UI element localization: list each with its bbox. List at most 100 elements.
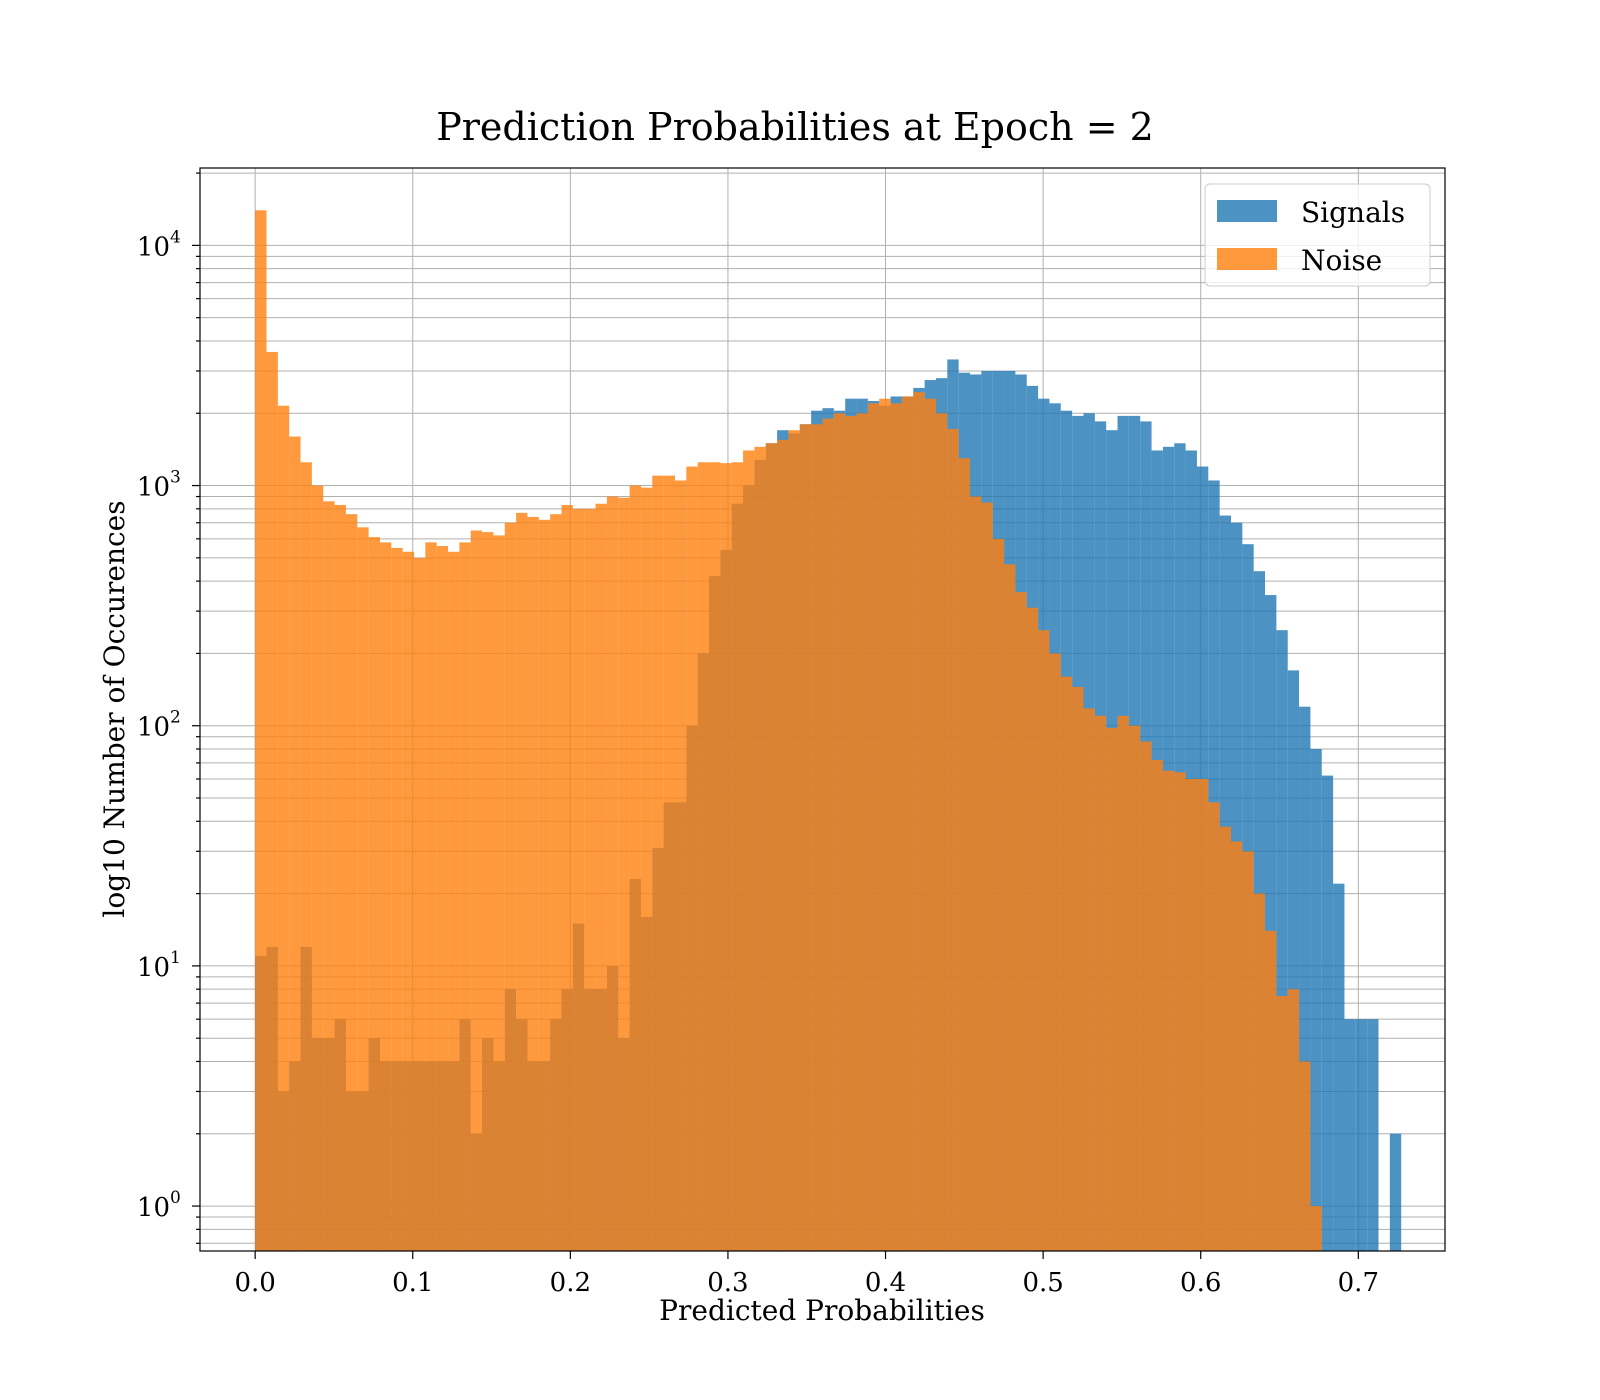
bar-noise-90 bbox=[1276, 995, 1288, 1251]
bar-noise-1 bbox=[266, 351, 278, 1252]
bar-noise-2 bbox=[277, 405, 290, 1251]
y-tick-exponent-1: 1 bbox=[170, 948, 181, 968]
bar-noise-71 bbox=[1060, 676, 1073, 1251]
bar-noise-28 bbox=[572, 508, 585, 1251]
bar-noise-29 bbox=[584, 508, 596, 1251]
bar-noise-66 bbox=[1004, 564, 1016, 1251]
bar-noise-88 bbox=[1253, 893, 1266, 1251]
bar-noise-92 bbox=[1299, 1061, 1311, 1251]
bar-noise-19 bbox=[470, 530, 483, 1251]
legend-label-signals: Signals bbox=[1301, 196, 1405, 229]
y-tick-label-4: 10 bbox=[137, 232, 170, 262]
bar-noise-65 bbox=[992, 538, 1005, 1251]
bar-signals-98 bbox=[1367, 1019, 1379, 1251]
bar-noise-38 bbox=[686, 466, 698, 1252]
bar-signals-100 bbox=[1389, 1133, 1402, 1251]
x-tick-label-2: 0.2 bbox=[550, 1268, 591, 1298]
bar-noise-48 bbox=[799, 424, 812, 1251]
bar-noise-61 bbox=[947, 428, 959, 1251]
bar-noise-74 bbox=[1094, 715, 1107, 1251]
x-tick-label-6: 0.6 bbox=[1180, 1268, 1221, 1298]
bar-noise-26 bbox=[550, 514, 562, 1251]
bar-noise-14 bbox=[414, 557, 426, 1251]
bar-noise-78 bbox=[1140, 741, 1152, 1251]
bar-noise-33 bbox=[629, 485, 641, 1252]
y-tick-label-2: 10 bbox=[137, 713, 170, 743]
bar-noise-59 bbox=[924, 398, 936, 1251]
bar-noise-81 bbox=[1174, 772, 1186, 1251]
bar-noise-72 bbox=[1072, 686, 1084, 1251]
bar-noise-39 bbox=[697, 462, 710, 1251]
bar-signals-92 bbox=[1299, 706, 1311, 1251]
bar-signals-93 bbox=[1310, 749, 1322, 1251]
bar-signals-97 bbox=[1355, 1019, 1368, 1251]
bar-noise-49 bbox=[811, 424, 823, 1251]
bar-noise-51 bbox=[833, 413, 846, 1251]
bar-noise-53 bbox=[856, 413, 868, 1251]
bar-noise-11 bbox=[379, 542, 392, 1251]
histogram-bars bbox=[255, 210, 1402, 1252]
bar-noise-34 bbox=[640, 487, 653, 1251]
bar-noise-67 bbox=[1015, 592, 1027, 1251]
bar-noise-25 bbox=[538, 519, 551, 1251]
bar-noise-76 bbox=[1117, 715, 1129, 1251]
bar-noise-32 bbox=[618, 497, 630, 1251]
bar-noise-35 bbox=[652, 475, 664, 1252]
bar-noise-0 bbox=[255, 210, 267, 1251]
x-tick-label-7: 0.7 bbox=[1338, 1268, 1379, 1298]
bar-noise-84 bbox=[1208, 802, 1220, 1251]
y-tick-exponent-2: 2 bbox=[170, 708, 181, 728]
bar-signals-96 bbox=[1344, 1019, 1356, 1251]
bar-noise-54 bbox=[867, 403, 880, 1251]
bar-noise-58 bbox=[913, 392, 925, 1251]
bar-signals-90 bbox=[1276, 630, 1288, 1251]
x-tick-label-1: 0.1 bbox=[392, 1268, 433, 1298]
x-tick-label-3: 0.3 bbox=[707, 1268, 748, 1298]
x-tick-label-5: 0.5 bbox=[1022, 1268, 1063, 1298]
plot-frame bbox=[199, 167, 1446, 1252]
bar-noise-63 bbox=[970, 496, 982, 1251]
bar-noise-13 bbox=[402, 551, 415, 1251]
bar-noise-89 bbox=[1265, 930, 1277, 1251]
bar-noise-55 bbox=[879, 398, 891, 1251]
y-tick-label-0: 10 bbox=[137, 1193, 170, 1223]
bar-noise-18 bbox=[459, 542, 471, 1251]
legend-swatch-signals bbox=[1217, 200, 1277, 222]
bar-noise-40 bbox=[709, 462, 721, 1251]
bar-noise-5 bbox=[311, 485, 324, 1252]
bar-noise-70 bbox=[1049, 653, 1061, 1251]
bar-noise-22 bbox=[504, 522, 517, 1251]
y-tick-label-1: 10 bbox=[137, 953, 170, 983]
bar-noise-85 bbox=[1219, 826, 1231, 1251]
bar-noise-47 bbox=[788, 430, 800, 1252]
bar-noise-79 bbox=[1151, 759, 1163, 1251]
bar-noise-69 bbox=[1038, 630, 1050, 1251]
bar-noise-10 bbox=[368, 537, 380, 1251]
bar-noise-3 bbox=[289, 436, 301, 1251]
y-tick-label-3: 10 bbox=[137, 473, 170, 503]
y-tick-exponent-3: 3 bbox=[170, 468, 181, 488]
bar-noise-27 bbox=[561, 504, 573, 1251]
bar-noise-45 bbox=[765, 443, 778, 1251]
bar-signals-95 bbox=[1333, 883, 1345, 1251]
y-tick-exponent-4: 4 bbox=[170, 227, 181, 247]
bar-signals-89 bbox=[1265, 595, 1277, 1251]
y-tick-exponent-0: 0 bbox=[170, 1188, 181, 1208]
x-axis-ticks: 0.0 0.1 0.2 0.3 0.4 0.5 0.6 0.7 bbox=[234, 1251, 1379, 1298]
bar-noise-82 bbox=[1185, 779, 1197, 1251]
bar-noise-64 bbox=[981, 502, 993, 1251]
chart-title: Prediction Probabilities at Epoch = 2 bbox=[436, 105, 1154, 149]
series-noise bbox=[255, 210, 1322, 1252]
bar-noise-6 bbox=[323, 501, 335, 1251]
bar-noise-57 bbox=[901, 396, 914, 1251]
bar-noise-8 bbox=[345, 514, 358, 1251]
bar-noise-44 bbox=[754, 446, 766, 1252]
bar-noise-20 bbox=[482, 532, 494, 1251]
legend-swatch-noise bbox=[1217, 248, 1277, 270]
bar-noise-43 bbox=[743, 450, 755, 1252]
bar-noise-60 bbox=[935, 413, 948, 1251]
legend: Signals Noise bbox=[1204, 183, 1431, 287]
bar-signals-91 bbox=[1287, 670, 1300, 1251]
